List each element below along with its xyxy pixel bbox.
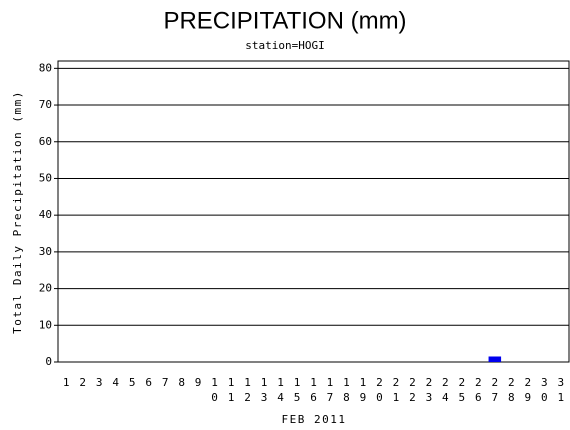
x-tick-label: 12 <box>244 376 251 404</box>
x-tick-label: 3 <box>95 376 103 389</box>
x-tick-label: 10 <box>211 376 218 404</box>
x-tick-label: 30 <box>540 376 548 404</box>
x-tick-label: 25 <box>458 376 466 404</box>
y-tick-label: 0 <box>45 355 52 368</box>
y-tick-label: 60 <box>39 135 52 148</box>
x-tick-label: 21 <box>392 376 400 404</box>
x-tick-label: 8 <box>178 376 185 389</box>
x-tick-label: 24 <box>442 376 449 404</box>
y-tick-label: 20 <box>39 282 52 295</box>
x-tick-label: 28 <box>507 376 515 404</box>
chart-subtitle: station=HOGI <box>245 39 324 52</box>
y-tick-label: 50 <box>39 171 52 184</box>
plot-frame <box>57 60 570 363</box>
x-tick-label: 14 <box>277 376 284 404</box>
chart-title: PRECIPITATION (mm) <box>163 7 406 34</box>
x-tick-label: 19 <box>359 376 367 404</box>
x-tick-label: 20 <box>376 376 383 404</box>
y-axis-label: Total Daily Precipitation (mm) <box>11 90 24 334</box>
x-tick-label: 27 <box>491 376 499 404</box>
x-tick-label: 15 <box>293 376 301 404</box>
x-tick-label: 31 <box>557 376 565 404</box>
y-tick-label: 10 <box>39 318 52 331</box>
x-tick-label: 2 <box>79 376 87 389</box>
x-tick-label: 5 <box>128 376 136 389</box>
x-tick-label: 29 <box>524 376 532 404</box>
x-tick-label: 13 <box>260 376 268 404</box>
x-tick-label: 22 <box>409 376 416 404</box>
x-tick-label: 7 <box>161 376 169 389</box>
y-tick-label: 80 <box>39 61 52 74</box>
x-tick-label: 16 <box>310 376 317 404</box>
bar <box>488 356 502 362</box>
x-tick-label: 9 <box>194 376 202 389</box>
x-tick-label: 26 <box>475 376 482 404</box>
x-tick-label: 18 <box>343 376 350 404</box>
x-tick-label: 11 <box>227 376 235 404</box>
x-axis-label: FEB 2011 <box>282 413 347 426</box>
y-tick-label: 40 <box>39 208 52 221</box>
y-tick-label: 30 <box>39 245 52 258</box>
x-tick-label: 1 <box>62 376 70 389</box>
x-tick-label: 17 <box>326 376 334 404</box>
x-tick-label: 4 <box>112 376 119 389</box>
x-tick-label: 23 <box>425 376 433 404</box>
x-tick-label: 6 <box>145 376 152 389</box>
y-tick-label: 70 <box>39 98 52 111</box>
